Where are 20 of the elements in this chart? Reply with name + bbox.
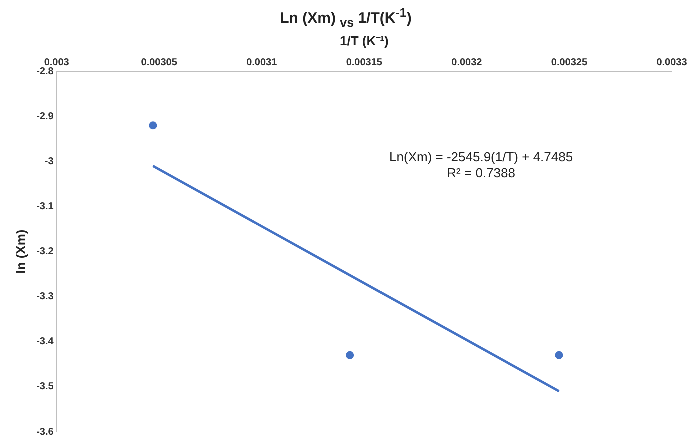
y-tick-label: -3.1 xyxy=(36,202,54,212)
x-tick-label: 0.00315 xyxy=(346,57,383,68)
x-tick-label: 0.0033 xyxy=(656,57,688,68)
chart-title: Ln (Xm) $_{vs}$ 1/T(K$^{-1}$) xyxy=(279,6,413,30)
x-tick-label: 0.003 xyxy=(44,57,70,68)
x-axis-title: 1/T (K⁻¹) xyxy=(340,33,389,48)
y-tick-label: -3.2 xyxy=(36,246,54,258)
x-tick-label: 0.00305 xyxy=(141,57,178,68)
y-tick-label: -3.4 xyxy=(36,336,54,348)
y-axis-title: ln (Xm) xyxy=(13,230,28,274)
annotation: Ln(Xm) = -2545.9(1/T) + 4.7485 R² = 0.7388 xyxy=(390,150,574,181)
y-tick-label: -3 xyxy=(44,156,54,168)
y-tick-label: -2.9 xyxy=(36,111,54,122)
y-tick-label: -3.3 xyxy=(36,292,54,303)
y-tick-label: -2.8 xyxy=(36,66,54,78)
y-tick-label: -3.6 xyxy=(36,426,54,438)
x-tick-label: 0.0031 xyxy=(246,57,278,68)
y-tick-label: -3.5 xyxy=(36,382,54,393)
x-tick-label: 0.00325 xyxy=(551,57,588,68)
x-tick-label: 0.0032 xyxy=(452,57,483,68)
